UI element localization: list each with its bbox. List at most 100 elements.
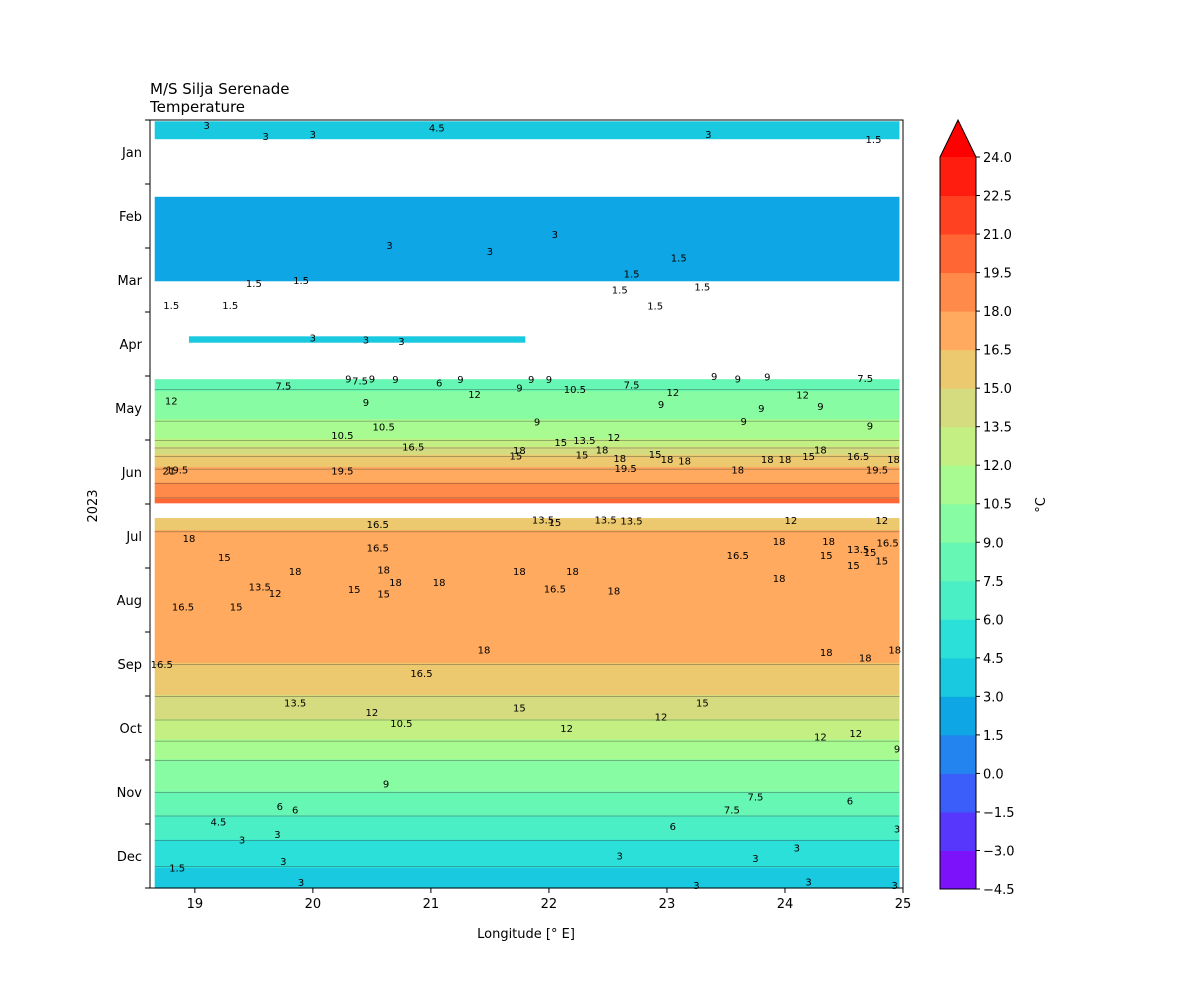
contour-band xyxy=(154,490,900,496)
contour-band xyxy=(154,538,900,543)
colorbar-segment xyxy=(940,696,976,736)
colorbar-segment xyxy=(940,426,976,466)
contour-band xyxy=(154,415,900,420)
colorbar-segment xyxy=(940,773,976,813)
contour-label: 19.5 xyxy=(331,467,353,478)
contour-label: 9 xyxy=(516,384,522,395)
contour-band xyxy=(154,530,900,535)
contour-label: 15 xyxy=(847,561,860,572)
contour-label: 16.5 xyxy=(410,669,432,680)
contour-band xyxy=(154,121,900,140)
contour-band xyxy=(154,851,900,857)
contour-label: 7.5 xyxy=(724,805,740,816)
contour-band xyxy=(154,678,900,684)
contour-label: 18 xyxy=(779,455,792,466)
colorbar-segment xyxy=(940,734,976,774)
y-tick-label: Nov xyxy=(117,786,143,801)
contour-label: 3 xyxy=(892,881,898,892)
contour-label: 12 xyxy=(165,396,178,407)
contour-label: 3 xyxy=(552,230,558,241)
contour-label: 15 xyxy=(820,551,833,562)
colorbar-tick-label: 0.0 xyxy=(983,767,1004,782)
contour-label: 15 xyxy=(548,518,561,529)
contour-band xyxy=(154,578,900,584)
contour-label: 16.5 xyxy=(544,584,566,595)
contour-label: 18 xyxy=(183,534,196,545)
contour-label: 18 xyxy=(566,567,579,578)
contour-band xyxy=(154,807,900,813)
contour-label: 4.5 xyxy=(211,817,227,828)
contour-band xyxy=(154,823,900,829)
contour-label: 10.5 xyxy=(564,385,586,396)
y-tick-label: Oct xyxy=(120,722,142,737)
contour-label: 7.5 xyxy=(275,382,291,393)
y-tick-label: Feb xyxy=(119,210,142,225)
contour-band xyxy=(154,795,900,801)
contour-band xyxy=(154,747,900,752)
contour-label: 3 xyxy=(262,132,268,143)
contour-label: 6 xyxy=(277,802,283,813)
contour-label: 7.5 xyxy=(352,376,368,387)
contour-label: 12 xyxy=(849,729,862,740)
contour-label: 13.5 xyxy=(620,517,642,528)
contour-band xyxy=(154,482,900,488)
colorbar-tick-label: 24.0 xyxy=(983,151,1012,166)
contour-label: 9 xyxy=(383,780,389,791)
contour-label: 9 xyxy=(867,421,873,432)
contour-label: 3 xyxy=(310,334,316,345)
contour-label: 15 xyxy=(377,590,390,601)
contour-band xyxy=(154,462,900,468)
contour-band xyxy=(154,618,900,624)
contour-band xyxy=(154,407,900,412)
colorbar-segment xyxy=(940,272,976,312)
contour-label: 1.5 xyxy=(246,279,262,290)
contour-band xyxy=(154,438,900,444)
contour-label: 9 xyxy=(894,744,900,755)
contour-label: 15 xyxy=(218,553,231,564)
contour-label: 19.5 xyxy=(615,464,637,475)
contour-label: 18 xyxy=(478,645,491,656)
contour-band xyxy=(154,562,900,567)
contour-band xyxy=(154,682,900,688)
contour-band xyxy=(154,403,900,408)
contour-label: 12 xyxy=(468,390,481,401)
colorbar-segment xyxy=(940,580,976,620)
contour-band xyxy=(154,614,900,620)
contour-band xyxy=(154,694,900,700)
contour-label: 16.5 xyxy=(172,602,194,613)
contour-band xyxy=(154,474,900,480)
contour-band xyxy=(154,399,900,404)
y-axis-label: 2023 xyxy=(86,489,101,522)
contour-label: 18 xyxy=(761,455,774,466)
contour-band xyxy=(154,690,900,696)
colorbar-tick-label: −1.5 xyxy=(983,806,1015,821)
contour-band xyxy=(154,743,900,748)
contour-band xyxy=(154,662,900,668)
contour-band xyxy=(154,863,900,869)
contour-band xyxy=(154,843,900,849)
contour-label: 12 xyxy=(796,391,809,402)
contour-band xyxy=(154,550,900,555)
colorbar-segment xyxy=(940,157,976,197)
contour-label: 9 xyxy=(817,402,823,413)
colorbar-tick-label: 16.5 xyxy=(983,344,1012,359)
y-tick-label: Dec xyxy=(117,850,142,865)
contour-label: 12 xyxy=(366,708,379,719)
contour-band xyxy=(154,699,900,704)
x-tick-label: 21 xyxy=(423,897,440,912)
contour-label: 9 xyxy=(758,404,764,415)
contour-label: 18 xyxy=(678,456,691,467)
contour-band xyxy=(154,522,900,527)
contour-label: 1.5 xyxy=(671,254,687,265)
contour-label: 12 xyxy=(269,589,282,600)
colorbar-segment xyxy=(940,811,976,851)
contour-band xyxy=(154,803,900,809)
x-tick-label: 22 xyxy=(541,897,558,912)
contour-band xyxy=(154,787,900,793)
contour-label: 18 xyxy=(513,567,526,578)
contour-label: 18 xyxy=(888,645,901,656)
contour-label: 19.5 xyxy=(166,465,188,476)
contour-band xyxy=(154,835,900,841)
colorbar-tick-label: 19.5 xyxy=(983,267,1012,282)
